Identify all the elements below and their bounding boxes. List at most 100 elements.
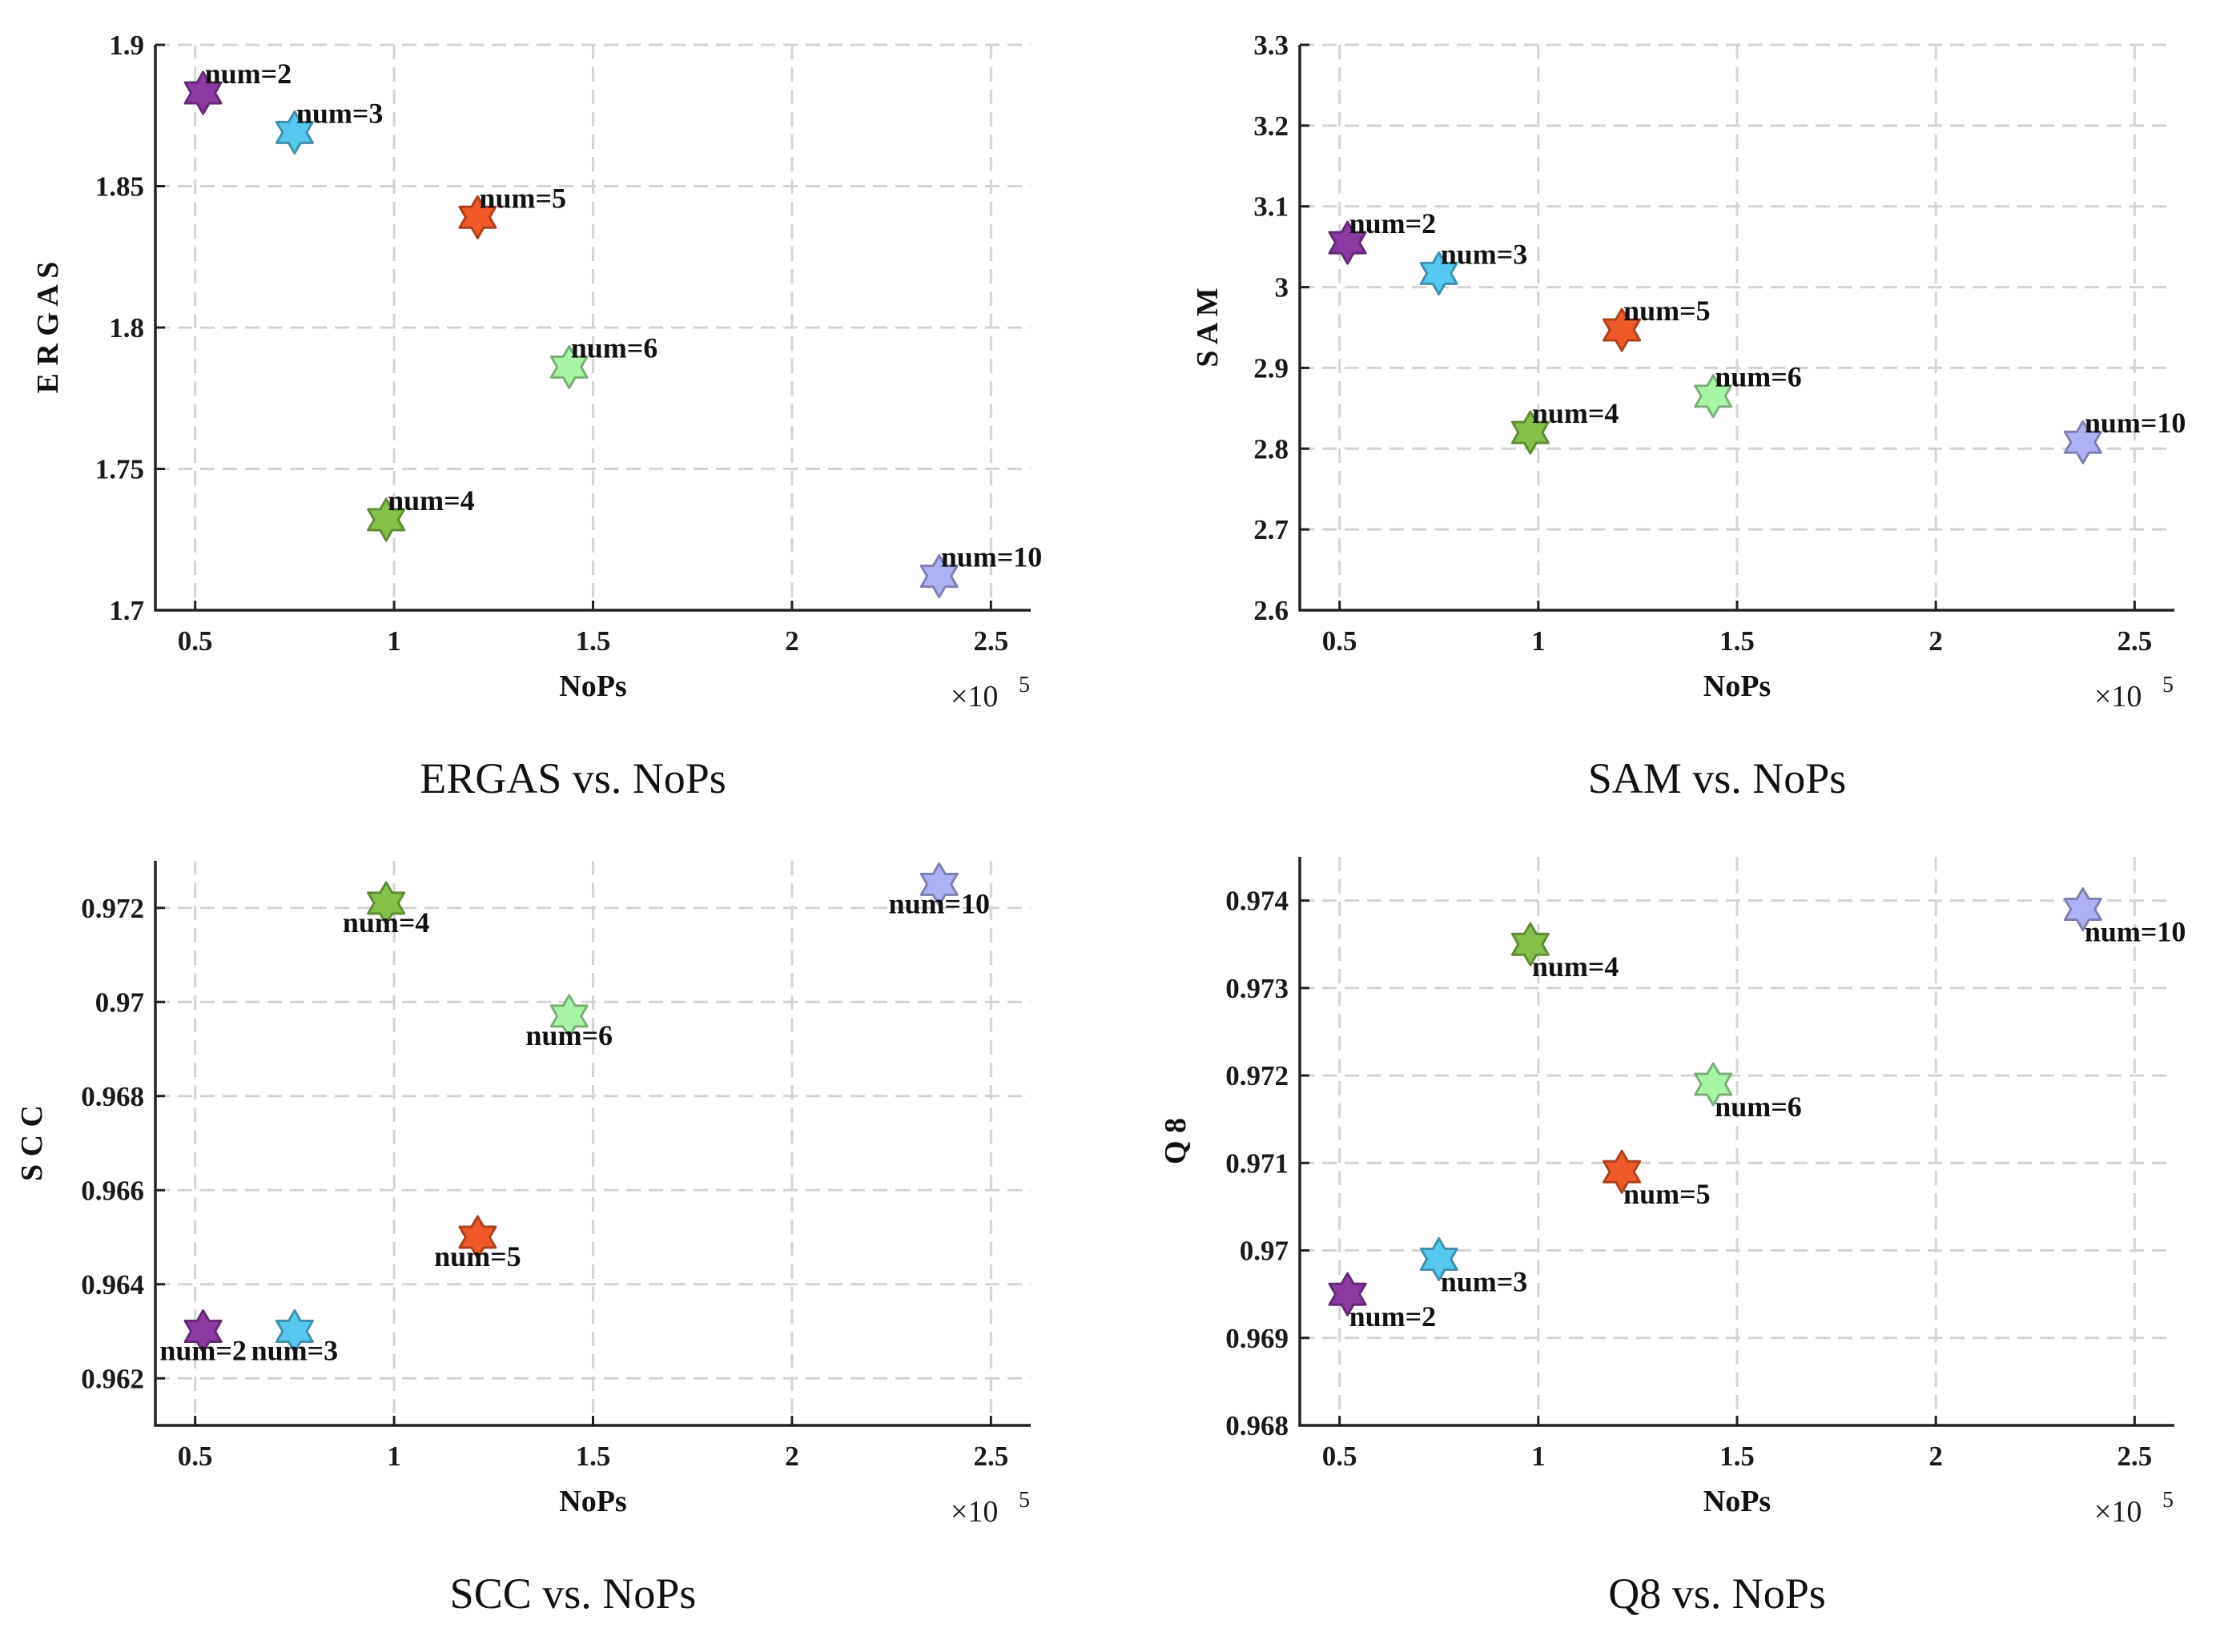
x-tick-label: 2 — [1928, 625, 1943, 657]
data-label-num-4: num=4 — [388, 484, 475, 517]
data-point-num-6 — [549, 344, 589, 389]
x-tick-label: 2.5 — [973, 1441, 1008, 1472]
data-label-num-2: num=2 — [205, 58, 292, 90]
data-label-num-4: num=4 — [1532, 397, 1619, 429]
data-point-num-5 — [458, 1215, 497, 1260]
data-point-num-5 — [1603, 307, 1642, 352]
data-label-num-6: num=6 — [525, 1019, 613, 1051]
data-point-num-4 — [367, 497, 406, 542]
data-label-num-6: num=6 — [571, 332, 658, 364]
data-point-num-6 — [1694, 1062, 1733, 1107]
x-axis-label: NoPs — [1703, 1485, 1771, 1518]
y-tick-label: 0.973 — [1225, 973, 1289, 1004]
x-tick-label: 1 — [387, 1441, 401, 1472]
x-tick-label: 2.5 — [973, 625, 1008, 657]
x-tick-label: 1 — [1531, 625, 1546, 657]
data-point-num-2 — [183, 1309, 223, 1353]
x-axis-label: NoPs — [559, 669, 626, 703]
y-tick-label: 0.968 — [1225, 1410, 1289, 1441]
data-label-num-10: num=10 — [941, 541, 1043, 573]
data-label-num-3: num=3 — [1441, 238, 1528, 270]
x-axis-label: NoPs — [1703, 669, 1771, 703]
data-point-num-6 — [549, 994, 589, 1039]
x-tick-label: 0.5 — [178, 625, 213, 657]
y-tick-label: 3.2 — [1253, 111, 1289, 142]
data-point-num-4 — [1510, 410, 1550, 455]
y-axis-label: E R G A S — [31, 262, 65, 394]
y-tick-label: 2.9 — [1253, 352, 1289, 384]
data-point-num-3 — [1419, 1237, 1458, 1281]
y-tick-label: 3.1 — [1253, 191, 1289, 223]
chart-caption: SCC vs. NoPs — [450, 1570, 697, 1618]
data-label-num-10: num=10 — [888, 887, 990, 919]
y-tick-label: 1.8 — [109, 312, 144, 344]
y-axis-label: S A M — [1191, 287, 1225, 367]
data-point-num-2 — [183, 70, 223, 115]
data-label-num-6: num=6 — [1715, 361, 1802, 393]
x-tick-label: 1 — [1531, 1441, 1546, 1472]
y-tick-label: 0.97 — [95, 987, 144, 1018]
y-tick-label: 0.972 — [1225, 1060, 1289, 1091]
x-multiplier: ×10 — [951, 680, 998, 713]
y-tick-label: 0.964 — [81, 1269, 144, 1300]
data-point-num-4 — [1510, 922, 1550, 967]
x-tick-label: 2 — [785, 1441, 799, 1472]
data-point-num-6 — [1694, 374, 1733, 419]
y-tick-label: 3.3 — [1253, 30, 1289, 61]
y-tick-label: 0.97 — [1240, 1236, 1289, 1267]
x-multiplier-exponent: 5 — [2162, 1488, 2174, 1513]
chart-q8: 0.5 1 1.5 2 2.5 0.968 0.969 0.97 0.971 0.972 0.973… — [1159, 857, 2186, 1618]
x-multiplier-exponent: 5 — [1019, 673, 1030, 697]
x-multiplier-exponent: 5 — [2162, 673, 2174, 697]
data-label-num-5: num=5 — [434, 1240, 521, 1272]
y-tick-label: 2.8 — [1253, 433, 1289, 464]
y-tick-label: 0.974 — [1225, 886, 1289, 917]
y-tick-label: 0.968 — [81, 1081, 144, 1112]
y-tick-label: 1.75 — [95, 454, 144, 485]
y-tick-label: 2.7 — [1253, 514, 1289, 545]
data-point-num-10 — [2063, 887, 2102, 931]
data-point-num-4 — [367, 881, 406, 926]
y-tick-label: 3 — [1275, 272, 1289, 303]
x-multiplier-exponent: 5 — [1019, 1488, 1030, 1513]
data-label-num-3: num=3 — [251, 1335, 339, 1367]
data-point-num-3 — [275, 110, 314, 155]
x-tick-label: 0.5 — [178, 1441, 213, 1472]
y-tick-label: 2.6 — [1253, 595, 1289, 626]
x-tick-label: 1 — [387, 625, 401, 657]
y-tick-label: 1.9 — [109, 30, 144, 61]
data-point-num-3 — [1419, 251, 1458, 295]
chart-caption: SAM vs. NoPs — [1588, 754, 1847, 802]
data-label-num-6: num=6 — [1715, 1091, 1802, 1123]
data-label-num-2: num=2 — [1349, 207, 1437, 239]
x-multiplier: ×10 — [2094, 1495, 2142, 1529]
y-axis-label: Q 8 — [1159, 1118, 1192, 1164]
data-label-num-2: num=2 — [1349, 1300, 1437, 1332]
data-point-num-10 — [2063, 420, 2102, 464]
y-tick-label: 1.7 — [109, 595, 144, 626]
x-tick-label: 1.5 — [576, 1441, 611, 1472]
x-tick-label: 0.5 — [1322, 625, 1357, 657]
y-tick-label: 0.971 — [1225, 1148, 1289, 1179]
data-label-num-10: num=10 — [2085, 916, 2186, 948]
data-label-num-4: num=4 — [1532, 951, 1619, 983]
data-label-num-5: num=5 — [1623, 295, 1711, 327]
data-label-num-5: num=5 — [1623, 1178, 1711, 1210]
axes-frame — [154, 861, 1031, 1427]
chart-ergas: 0.5 1 1.5 2 2.5 1.7 1.75 1.8 1.85 1.9 NoPs E R G A … — [31, 30, 1042, 802]
data-point-num-2 — [1328, 1272, 1367, 1316]
data-point-num-5 — [1603, 1149, 1642, 1194]
x-tick-label: 2 — [1928, 1441, 1943, 1472]
y-tick-label: 0.972 — [81, 893, 144, 924]
y-tick-label: 0.966 — [81, 1175, 144, 1206]
data-point-num-5 — [458, 195, 497, 239]
x-multiplier: ×10 — [2094, 680, 2142, 713]
data-point-num-2 — [1328, 220, 1367, 265]
data-label-num-10: num=10 — [2085, 407, 2186, 439]
data-label-num-2: num=2 — [159, 1335, 247, 1367]
x-tick-label: 1.5 — [1719, 625, 1755, 657]
data-label-num-5: num=5 — [479, 182, 566, 214]
x-tick-label: 1.5 — [576, 625, 611, 657]
x-multiplier: ×10 — [951, 1495, 998, 1529]
